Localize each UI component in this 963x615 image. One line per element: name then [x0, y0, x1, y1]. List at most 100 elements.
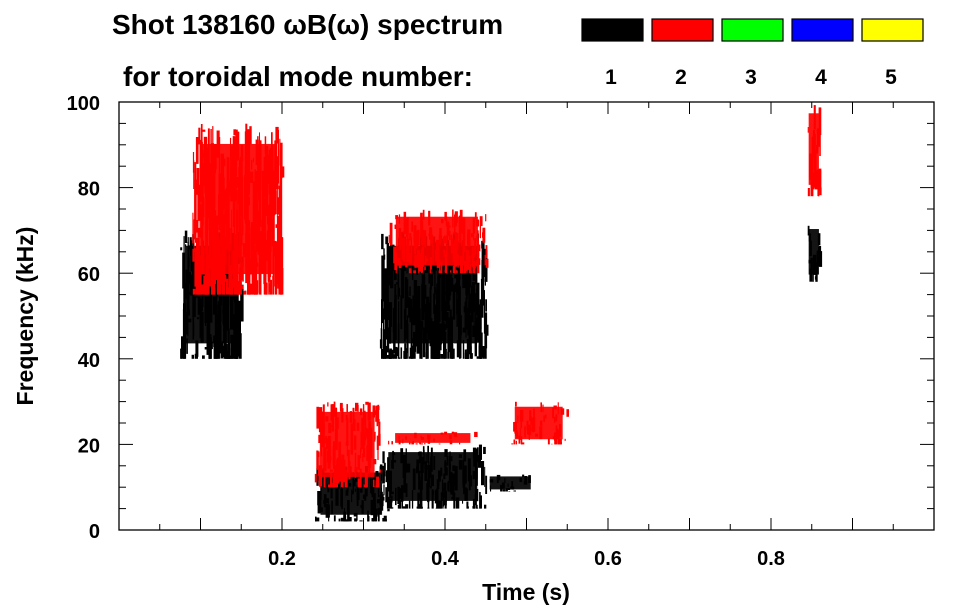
speckle	[458, 460, 463, 470]
speckle	[430, 283, 432, 310]
speckle	[336, 459, 340, 484]
speckle	[462, 327, 466, 333]
speckle	[354, 467, 358, 472]
speckle	[543, 415, 545, 423]
speckle	[413, 270, 416, 274]
speckle	[357, 455, 360, 470]
speckle	[445, 292, 449, 295]
speckle	[318, 451, 320, 457]
speckle	[476, 356, 479, 359]
speckle	[444, 462, 447, 472]
speckle	[240, 284, 244, 322]
speckle	[474, 254, 478, 285]
legend-label-5: 5	[885, 66, 897, 89]
y-tick-label: 20	[78, 435, 100, 457]
speckle	[467, 254, 471, 295]
speckle	[198, 184, 201, 219]
speckle	[250, 283, 253, 295]
speckle	[535, 433, 539, 437]
speckle	[275, 126, 279, 144]
speckle	[221, 214, 225, 270]
speckle	[814, 276, 818, 280]
speckle	[318, 407, 323, 433]
speckle	[471, 233, 474, 238]
speckle	[225, 210, 227, 265]
speckle	[476, 263, 478, 274]
speckle	[485, 475, 488, 494]
speckle	[332, 446, 336, 466]
speckle	[204, 347, 208, 350]
speckle	[227, 181, 231, 196]
speckle	[247, 220, 250, 232]
speckle	[275, 190, 277, 215]
speckle	[462, 339, 465, 359]
speckle	[496, 474, 501, 481]
speckle	[314, 473, 317, 483]
speckle	[438, 470, 441, 482]
speckle	[241, 208, 243, 246]
speckle	[349, 517, 352, 522]
speckle	[475, 448, 479, 459]
speckle	[321, 425, 325, 448]
speckle	[456, 271, 458, 274]
speckle	[379, 503, 382, 515]
speckle	[327, 435, 331, 463]
speckle	[485, 245, 488, 259]
speckle	[327, 450, 328, 463]
speckle	[428, 210, 431, 226]
speckle	[383, 462, 386, 471]
speckle	[250, 222, 254, 271]
speckle	[380, 328, 383, 349]
speckle	[469, 301, 473, 314]
speckle	[180, 348, 182, 359]
speckle	[474, 282, 476, 285]
speckle	[475, 457, 479, 463]
speckle	[437, 271, 441, 287]
y-tick-label: 80	[78, 179, 100, 201]
speckle	[438, 234, 441, 245]
speckle	[435, 249, 437, 262]
speckle	[511, 481, 514, 488]
speckle	[323, 494, 327, 508]
speckle	[560, 408, 565, 415]
speckle	[364, 483, 368, 497]
speckle	[205, 263, 208, 295]
speckle	[192, 152, 195, 173]
speckle	[392, 460, 397, 463]
speckle	[484, 466, 486, 487]
speckle	[318, 465, 322, 487]
speckle	[476, 288, 478, 314]
speckle	[427, 320, 431, 340]
speckle	[436, 321, 440, 359]
speckle	[272, 240, 275, 287]
speckle	[416, 316, 420, 354]
speckle	[818, 168, 822, 191]
speckle	[278, 278, 282, 295]
speckle	[440, 261, 443, 274]
speckle	[403, 211, 407, 234]
speckle	[419, 492, 422, 509]
speckle	[267, 185, 269, 225]
speckle	[338, 518, 341, 522]
speckle	[430, 456, 432, 478]
speckle	[356, 422, 360, 431]
speckle	[261, 219, 265, 274]
speckle	[269, 279, 272, 295]
speckle	[218, 253, 222, 295]
speckle	[406, 463, 411, 473]
speckle	[384, 309, 387, 352]
speckle	[472, 447, 477, 458]
speckle	[233, 236, 236, 295]
speckle	[447, 351, 450, 359]
speckle	[376, 499, 381, 504]
speckle	[400, 347, 403, 359]
speckle	[318, 434, 321, 443]
speckle	[385, 345, 387, 357]
speckle	[462, 240, 464, 261]
speckle	[280, 142, 283, 179]
speckle	[408, 442, 411, 445]
speckle	[386, 327, 390, 353]
speckle	[426, 483, 429, 500]
speckle	[185, 311, 188, 335]
